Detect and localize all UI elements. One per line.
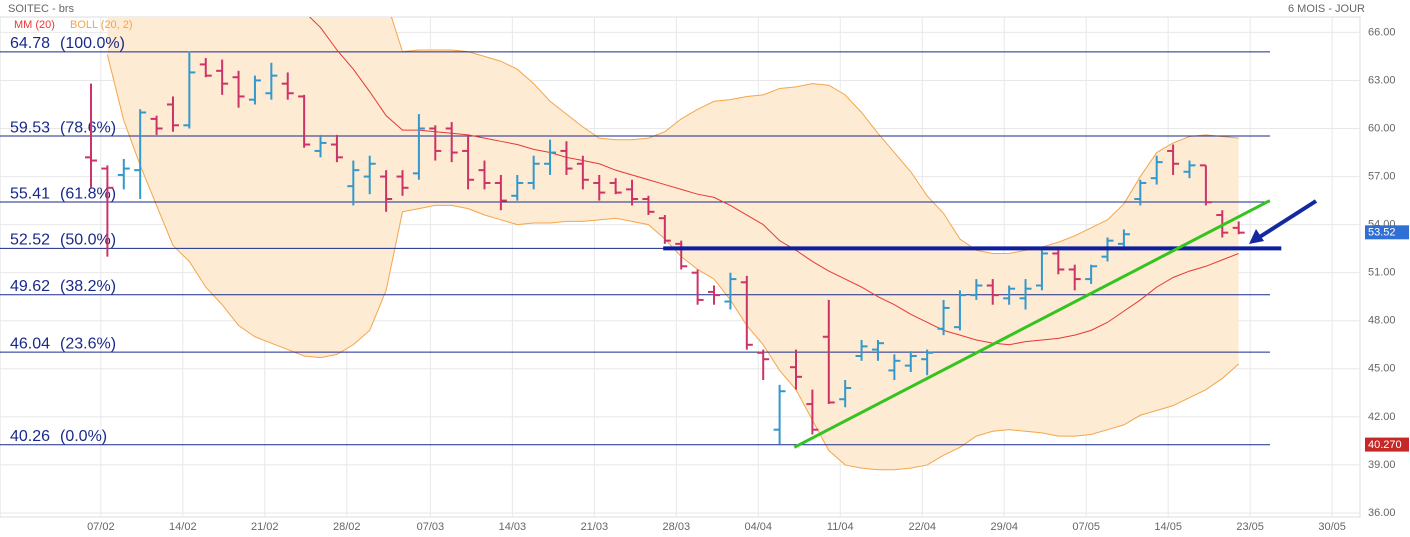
y-tick-label: 63.00 xyxy=(1368,74,1396,86)
x-tick-label: 30/05 xyxy=(1318,521,1346,533)
x-tick-label: 21/02 xyxy=(251,521,279,533)
fib-value: 40.26 xyxy=(10,428,50,445)
x-tick-label: 29/04 xyxy=(990,521,1018,533)
fib-ratio: (38.2%) xyxy=(60,278,116,295)
chart-title: SOITEC - brs xyxy=(8,3,75,15)
fib-ratio: (78.6%) xyxy=(60,119,116,136)
x-tick-label: 14/02 xyxy=(169,521,197,533)
boll-upper xyxy=(390,17,1239,254)
arrow-head xyxy=(1249,229,1264,244)
fib-ratio: (61.8%) xyxy=(60,185,116,202)
y-tick-label: 42.00 xyxy=(1368,411,1396,423)
fib-ratio: (0.0%) xyxy=(60,428,107,445)
x-tick-label: 28/03 xyxy=(663,521,691,533)
y-tick-label: 45.00 xyxy=(1368,363,1396,375)
ma-line xyxy=(308,17,1239,346)
legend-entry: MM (20) xyxy=(14,19,55,31)
x-tick-label: 04/04 xyxy=(745,521,773,533)
fib-ratio: (100.0%) xyxy=(60,35,125,52)
y-tick-label: 66.00 xyxy=(1368,26,1396,38)
y-tick-label: 60.00 xyxy=(1368,122,1396,134)
x-tick-label: 07/02 xyxy=(87,521,115,533)
fib-value: 46.04 xyxy=(10,335,50,352)
fib-ratio: (50.0%) xyxy=(60,232,116,249)
y-tick-label: 48.00 xyxy=(1368,315,1396,327)
price-badge xyxy=(1365,437,1409,452)
x-tick-label: 14/05 xyxy=(1154,521,1182,533)
period: 6 MOIS - JOUR xyxy=(1288,3,1365,15)
arrow xyxy=(1256,199,1318,240)
y-tick-label: 36.00 xyxy=(1368,507,1396,519)
x-tick-label: 11/04 xyxy=(827,521,854,533)
x-tick-label: 28/02 xyxy=(333,521,361,533)
fib-value: 64.78 xyxy=(10,35,50,52)
legend-entry: BOLL (20, 2) xyxy=(70,19,133,31)
trend-line xyxy=(793,199,1271,449)
band-fill xyxy=(107,17,1239,470)
fib-value: 59.53 xyxy=(10,119,50,136)
y-tick-label: 51.00 xyxy=(1368,267,1396,279)
y-tick-label: 39.00 xyxy=(1368,459,1396,471)
price-label: 53.52 xyxy=(1368,227,1396,239)
x-tick-label: 07/05 xyxy=(1072,521,1100,533)
x-tick-label: 23/05 xyxy=(1236,521,1264,533)
fib-value: 52.52 xyxy=(10,232,50,249)
price-label: 40.270 xyxy=(1368,439,1402,451)
x-tick-label: 07/03 xyxy=(417,521,445,533)
fib-value: 49.62 xyxy=(10,278,50,295)
x-tick-label: 21/03 xyxy=(581,521,609,533)
price-badge xyxy=(1365,225,1409,240)
x-tick-label: 22/04 xyxy=(908,521,936,533)
x-tick-label: 14/03 xyxy=(499,521,527,533)
y-tick-label: 57.00 xyxy=(1368,170,1396,182)
fib-value: 55.41 xyxy=(10,185,50,202)
fib-ratio: (23.6%) xyxy=(60,335,116,352)
